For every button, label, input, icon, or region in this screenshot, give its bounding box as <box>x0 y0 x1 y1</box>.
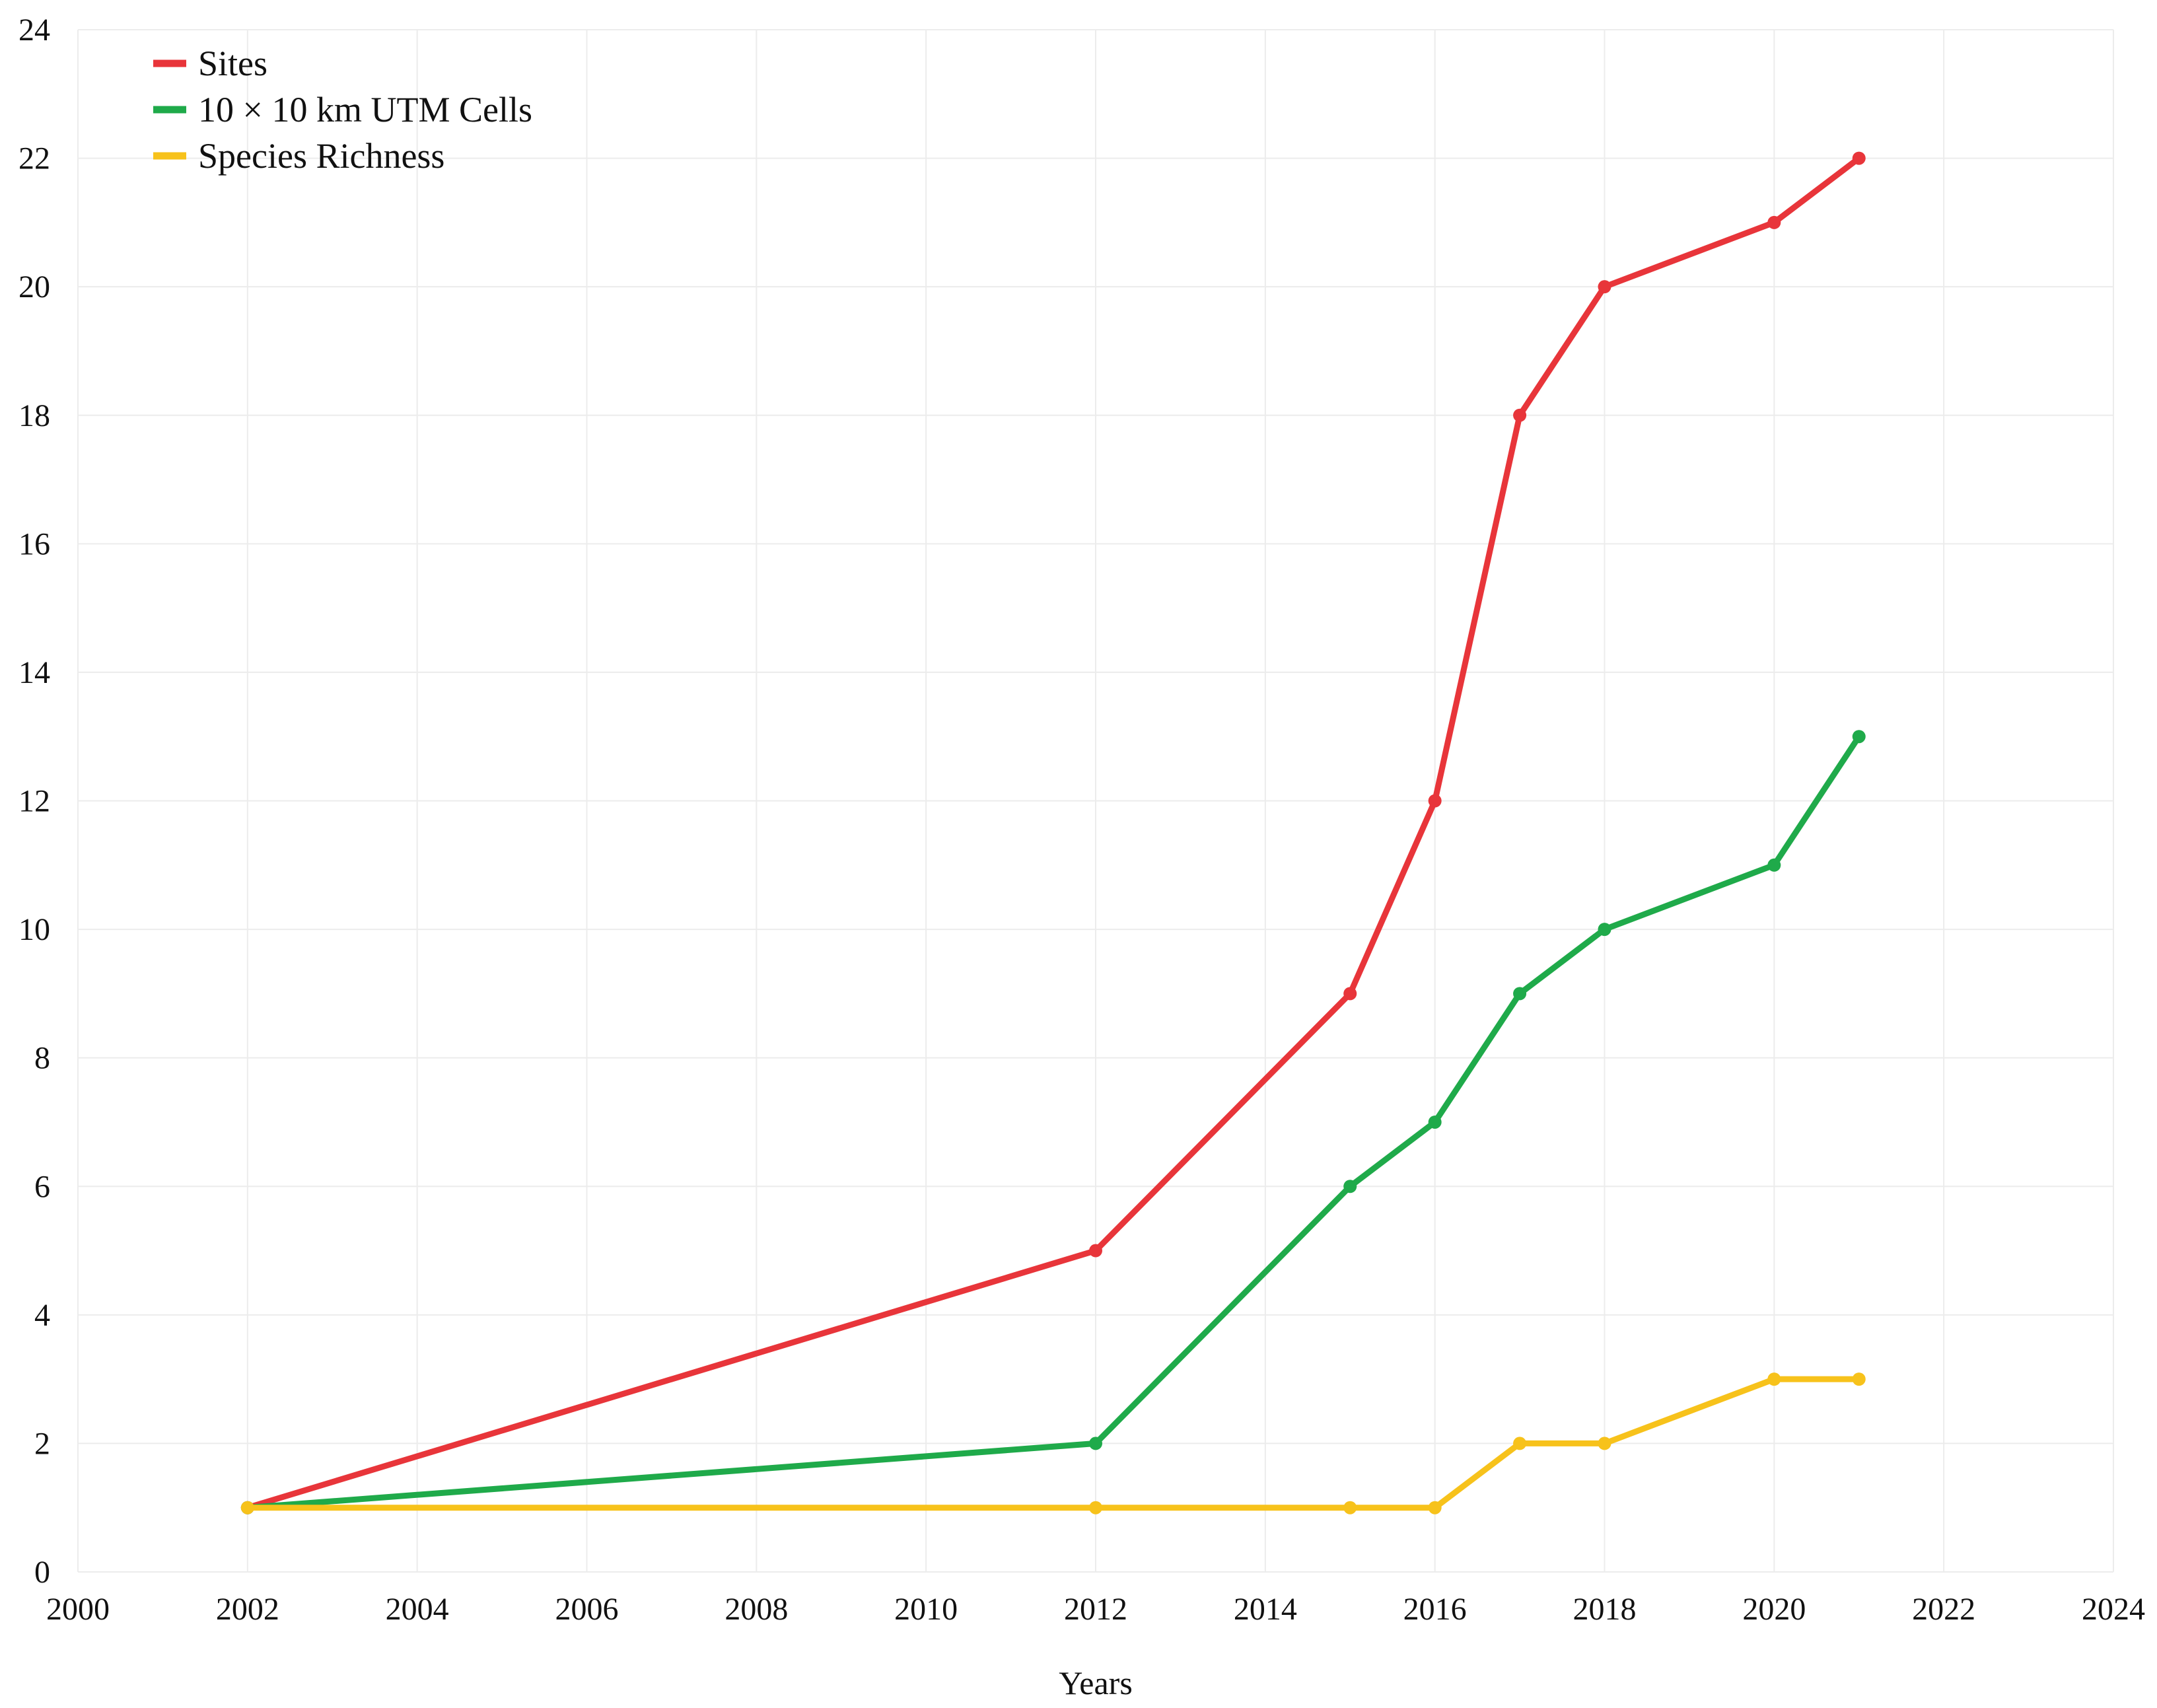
series-2 <box>240 1372 1866 1514</box>
y-tick-label-0: 0 <box>34 1555 50 1590</box>
y-tick-label-18: 18 <box>18 398 50 433</box>
data-point-1-2021 <box>1852 730 1866 744</box>
data-point-1-2015 <box>1343 1180 1357 1193</box>
x-tick-label-2008: 2008 <box>725 1592 788 1627</box>
data-point-2-2012 <box>1089 1501 1102 1514</box>
data-point-2-2015 <box>1343 1501 1357 1514</box>
x-tick-label-2004: 2004 <box>386 1592 449 1627</box>
legend-label-0: Sites <box>198 44 267 83</box>
y-tick-label-10: 10 <box>18 912 50 947</box>
data-point-1-2018 <box>1598 923 1611 937</box>
x-tick-label-2020: 2020 <box>1742 1592 1806 1627</box>
x-tick-label-2022: 2022 <box>1912 1592 1975 1627</box>
data-point-0-2017 <box>1513 408 1527 422</box>
data-point-0-2012 <box>1089 1244 1102 1258</box>
data-point-2-2021 <box>1852 1372 1866 1386</box>
y-tick-label-14: 14 <box>18 655 50 690</box>
data-point-1-2012 <box>1089 1437 1102 1450</box>
legend-item-1: 10 × 10 km UTM Cells <box>153 90 532 129</box>
x-tick-label-2000: 2000 <box>46 1592 110 1627</box>
data-point-0-2015 <box>1343 987 1357 1001</box>
legend-label-1: 10 × 10 km UTM Cells <box>198 90 532 129</box>
x-axis-tick-labels: 2000 2002 2004 2006 2008 2010 2012 2014 2016 2018… <box>46 1592 2145 1627</box>
y-tick-label-6: 6 <box>34 1169 50 1204</box>
x-tick-label-2012: 2012 <box>1064 1592 1127 1627</box>
data-point-2-2020 <box>1767 1372 1781 1386</box>
series-line-2 <box>244 1376 1862 1511</box>
data-point-2-2018 <box>1598 1437 1611 1450</box>
x-tick-label-2010: 2010 <box>894 1592 958 1627</box>
x-tick-label-2014: 2014 <box>1234 1592 1297 1627</box>
x-tick-label-2018: 2018 <box>1573 1592 1637 1627</box>
y-tick-label-8: 8 <box>34 1041 50 1076</box>
data-point-1-2017 <box>1513 987 1527 1001</box>
data-point-1-2016 <box>1428 1115 1442 1129</box>
y-tick-label-4: 4 <box>34 1298 50 1333</box>
chart-series <box>240 151 1866 1514</box>
x-tick-label-2024: 2024 <box>2082 1592 2145 1627</box>
legend-item-0: Sites <box>153 44 267 83</box>
chart-grid <box>77 29 2114 1573</box>
y-tick-label-20: 20 <box>18 269 50 304</box>
data-point-1-2020 <box>1767 858 1781 872</box>
y-tick-label-24: 24 <box>18 13 50 48</box>
x-tick-label-2002: 2002 <box>216 1592 279 1627</box>
data-point-2-2002 <box>240 1501 254 1514</box>
data-point-2-2016 <box>1428 1501 1442 1514</box>
legend-item-2: Species Richness <box>153 136 444 176</box>
y-tick-label-12: 12 <box>18 784 50 819</box>
series-line-0 <box>244 155 1862 1511</box>
series-1 <box>240 730 1866 1514</box>
data-point-0-2018 <box>1598 280 1611 294</box>
y-tick-label-16: 16 <box>18 526 50 561</box>
x-tick-label-2016: 2016 <box>1403 1592 1467 1627</box>
data-point-0-2016 <box>1428 794 1442 808</box>
data-point-0-2021 <box>1852 151 1866 165</box>
legend-label-2: Species Richness <box>198 136 444 176</box>
data-point-2-2017 <box>1513 1437 1527 1450</box>
chart-legend: Sites 10 × 10 km UTM Cells Species Richnes… <box>153 44 532 176</box>
y-tick-label-2: 2 <box>34 1426 50 1461</box>
series-line-1 <box>244 733 1862 1511</box>
data-point-0-2020 <box>1767 215 1781 229</box>
series-0 <box>240 151 1866 1514</box>
x-axis-title: Years <box>1059 1664 1133 1701</box>
x-tick-label-2006: 2006 <box>555 1592 619 1627</box>
y-tick-label-22: 22 <box>18 141 50 176</box>
